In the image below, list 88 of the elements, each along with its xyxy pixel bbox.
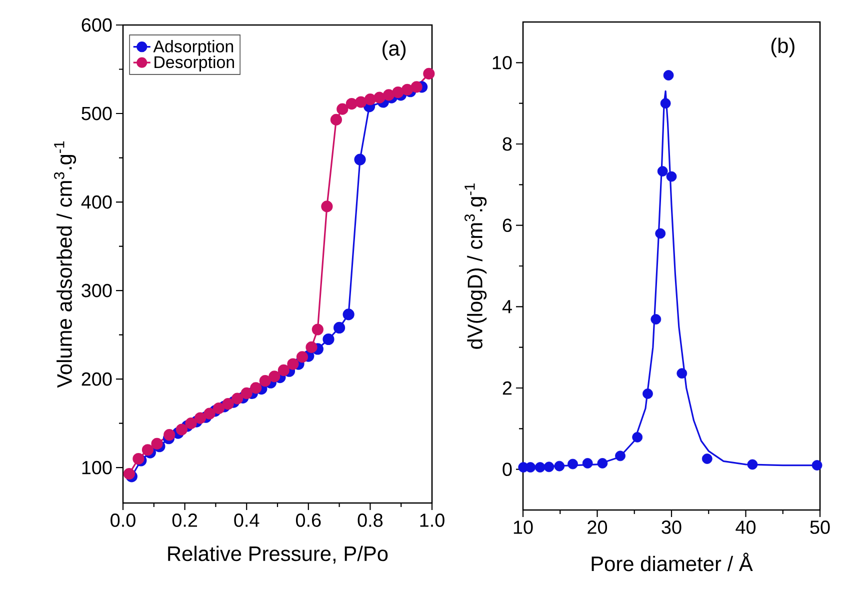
point [240, 387, 252, 400]
point [278, 364, 290, 376]
point [401, 84, 414, 96]
y-tick-label: 10 [492, 56, 512, 70]
x-tick-label: 0.8 [358, 514, 383, 527]
x-axis-title: Relative Pressure, P/Po [168, 546, 388, 564]
point [554, 460, 565, 472]
annotation: (a) [382, 40, 406, 60]
point [655, 228, 666, 239]
point [321, 200, 333, 212]
point [355, 96, 367, 108]
x-tick-label: 0.2 [172, 514, 198, 527]
point [812, 460, 822, 470]
point [660, 98, 671, 109]
point [268, 370, 280, 382]
point [287, 358, 299, 370]
legend-label: Adsorption [153, 40, 234, 56]
point [312, 324, 324, 336]
point [185, 418, 197, 430]
y-tick-label: 300 [82, 284, 112, 298]
point [663, 70, 674, 80]
y-tick-label: 4 [502, 300, 512, 314]
x-tick-label: 1.0 [420, 514, 444, 527]
point [423, 68, 435, 80]
y-tick-label: 200 [82, 372, 112, 386]
point [259, 375, 271, 387]
point [212, 402, 225, 414]
point [747, 459, 758, 470]
point [334, 322, 346, 334]
x-tick-label: 50 [810, 520, 830, 534]
y-tick-label: 8 [502, 137, 512, 151]
point [392, 86, 404, 98]
point [382, 89, 395, 101]
x-tick-label: 0.6 [296, 514, 321, 527]
point [194, 412, 206, 424]
point [204, 408, 216, 420]
point [657, 166, 668, 176]
point [597, 458, 608, 468]
point [176, 424, 188, 436]
point [525, 462, 536, 472]
point [151, 438, 163, 450]
y-tick-label: 500 [82, 106, 112, 120]
point [336, 103, 348, 115]
point [582, 458, 593, 468]
x-tick-label: 40 [736, 520, 756, 534]
point [342, 308, 354, 320]
annotation: (b) [771, 38, 794, 58]
point [410, 81, 422, 93]
point [568, 458, 578, 470]
point [250, 382, 262, 394]
x-tick-label: 20 [588, 520, 608, 534]
point [374, 92, 386, 104]
y-tick-label: 400 [81, 195, 112, 209]
point [346, 98, 358, 110]
point [702, 454, 712, 464]
legend-label: Desorption [154, 56, 234, 72]
x-axis-title: Pore diameter / Å [592, 552, 753, 572]
point [615, 450, 626, 462]
point [330, 114, 342, 126]
point [650, 314, 662, 324]
point [364, 94, 376, 106]
x-tick-label: 30 [662, 520, 682, 534]
point [164, 429, 176, 441]
x-tick-label: 0.4 [234, 514, 260, 527]
y-axis-title: dV(logD) / cm$^{3}$.g$^{-1}$ [464, 183, 487, 349]
point [666, 171, 677, 182]
point [296, 351, 308, 363]
point [306, 341, 318, 354]
point [322, 333, 334, 346]
point [534, 462, 546, 472]
x-tick-label: 0.0 [110, 514, 136, 527]
y-tick-label: 600 [82, 18, 112, 32]
point [676, 368, 688, 379]
point [142, 444, 154, 456]
point [132, 452, 144, 465]
y-axis-title: Volume adsorbed / cm$^{3}$.g$^{-1}$ [54, 141, 76, 388]
y-tick-label: 6 [502, 218, 512, 232]
point [232, 392, 244, 404]
x-tick-label: 10 [514, 520, 533, 534]
y-tick-label: 100 [82, 460, 112, 474]
point [222, 398, 234, 410]
point [544, 462, 554, 472]
y-tick-label: 0 [502, 462, 512, 476]
y-tick-label: 2 [502, 381, 512, 395]
point [642, 388, 653, 399]
point [354, 154, 366, 166]
point [632, 432, 643, 442]
point [123, 468, 135, 480]
